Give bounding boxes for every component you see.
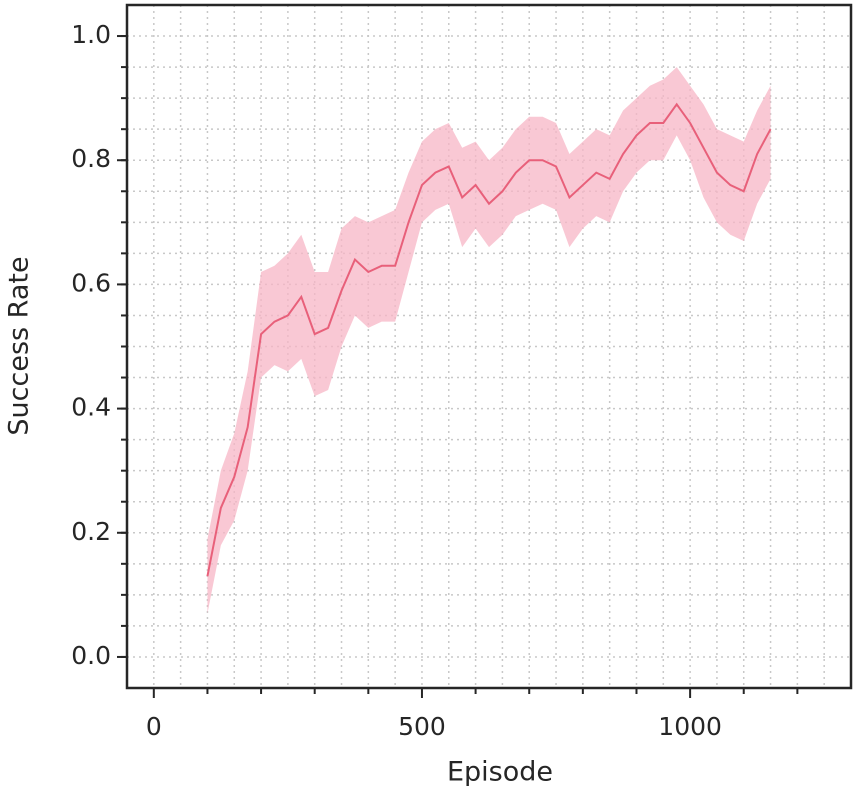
x-tick-label: 1000 (658, 712, 722, 741)
x-axis-label: Episode (447, 757, 553, 788)
y-tick-label: 0.6 (71, 268, 111, 297)
y-tick-label: 1.0 (71, 20, 111, 49)
y-tick-label: 0.0 (71, 641, 111, 670)
x-tick-label: 0 (146, 712, 162, 741)
confidence-band (207, 67, 771, 614)
y-tick-label: 0.8 (71, 144, 111, 173)
y-tick-label: 0.2 (71, 517, 111, 546)
y-tick-label: 0.4 (71, 393, 111, 422)
line (206, 102, 772, 577)
y-axis-label: Success Rate (4, 256, 35, 435)
x-tick-label: 500 (398, 712, 446, 741)
